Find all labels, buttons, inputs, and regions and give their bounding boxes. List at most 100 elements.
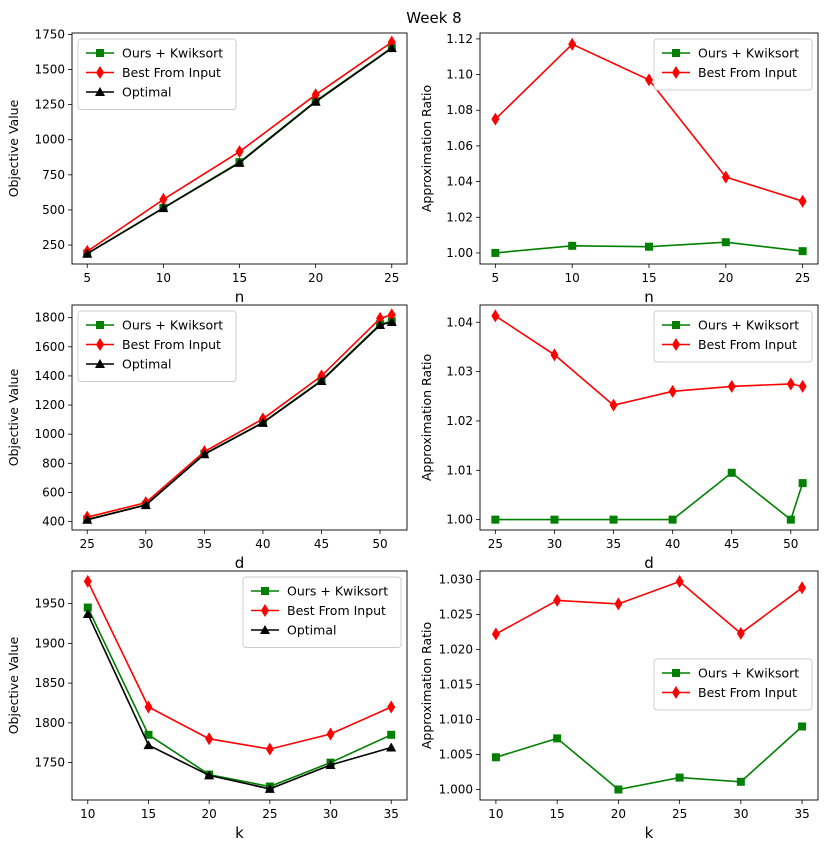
chart-k-ratio: 10 15 20 25 30 35 1.000 1.005 1.010 1.015 1.020 1.0…: [419, 570, 819, 842]
legend-label-ours: Ours + Kwiksort: [122, 318, 223, 333]
x-tick-label: 15: [550, 807, 565, 821]
x-tick-label: 25: [672, 807, 687, 821]
x-tick-label: 30: [733, 807, 748, 821]
y-tick-label: 1250: [34, 98, 65, 112]
x-tick-label: 35: [606, 537, 621, 551]
x-tick-label: 5: [492, 271, 500, 285]
x-tick-label: 40: [665, 537, 680, 551]
point-optimal: [386, 742, 397, 752]
axes-frame: [71, 304, 408, 531]
y-tick-label: 1.12: [446, 32, 473, 46]
point-ours: [614, 785, 623, 794]
x-axis-label: d: [235, 554, 245, 572]
y-tick-label: 1.01: [446, 463, 473, 477]
x-axis-label: n: [235, 288, 245, 306]
y-tick-label: 1.08: [446, 103, 473, 117]
axes-frame: [71, 570, 408, 801]
point-optimal: [199, 449, 210, 459]
point-optimal: [158, 203, 169, 213]
series-line-optimal: [87, 613, 392, 790]
legend-box: [242, 576, 402, 648]
point-ours: [609, 515, 618, 524]
point-ours: [668, 515, 677, 524]
chart-n-objective: 5 10 15 20 25 250 500 750 1000 1250 1500 1750 n Objec…: [6, 27, 408, 306]
y-tick-label: 1.04: [446, 175, 473, 189]
series-optimal: [82, 317, 397, 524]
point-optimal: [264, 783, 275, 793]
point-ours: [721, 238, 730, 247]
y-tick-label: 1900: [34, 636, 65, 650]
x-tick-label: 30: [138, 537, 153, 551]
point-best: [798, 581, 807, 595]
x-axis-label: k: [235, 824, 244, 842]
y-tick-label: 1.005: [439, 747, 473, 761]
legend-marker-ours: [261, 587, 269, 595]
x-tick-label: 30: [547, 537, 562, 551]
legend-marker-ours: [672, 669, 680, 677]
point-ours: [798, 479, 807, 488]
point-best: [553, 593, 562, 607]
x-axis-label: n: [644, 288, 654, 306]
chart-k-objective: 10 15 20 25 30 35 1750 1800 1850 1900 1950 k Objecti…: [6, 570, 408, 842]
x-tick-label: 5: [83, 271, 91, 285]
legend-label-ours: Ours + Kwiksort: [122, 46, 223, 61]
point-ours: [387, 730, 396, 739]
series-best: [491, 309, 807, 412]
y-tick-label: 1.020: [439, 642, 473, 656]
x-tick-label: 45: [724, 537, 739, 551]
series-best: [491, 575, 807, 641]
y-tick-label: 800: [42, 456, 65, 470]
point-optimal: [325, 760, 336, 770]
point-best: [376, 311, 385, 325]
x-tick-label: 15: [232, 271, 247, 285]
series-best: [83, 35, 396, 258]
x-tick-label: 20: [718, 271, 733, 285]
legend: Ours + Kwiksort Best From Input: [653, 658, 813, 711]
x-tick-label: 25: [795, 271, 810, 285]
y-tick-label: 1750: [34, 756, 65, 770]
point-ours: [798, 247, 807, 256]
y-tick-label: 1.030: [439, 572, 473, 586]
x-tick-label: 50: [372, 537, 387, 551]
legend-marker-ours: [96, 49, 104, 57]
y-axis-label: Objective Value: [6, 99, 21, 197]
point-ours: [675, 773, 684, 782]
y-tick-label: 1850: [34, 676, 65, 690]
x-tick-label: 15: [641, 271, 656, 285]
x-tick-label: 10: [565, 271, 580, 285]
point-best: [550, 348, 559, 362]
point-ours: [491, 515, 500, 524]
point-optimal: [234, 157, 245, 167]
y-tick-label: 1.02: [446, 210, 473, 224]
legend: Ours + Kwiksort Best From Input: [653, 310, 813, 363]
y-tick-label: 1400: [34, 369, 65, 383]
legend-marker-best: [672, 686, 680, 699]
point-best: [568, 37, 577, 51]
x-tick-label: 10: [156, 271, 171, 285]
point-ours: [786, 515, 795, 524]
point-optimal: [140, 500, 151, 510]
y-axis-label: Objective Value: [6, 636, 21, 734]
legend: Ours + Kwiksort Best From Input Optimal: [77, 38, 237, 110]
point-optimal: [386, 317, 397, 327]
chart-d-ratio: 25 30 35 40 45 50 1.00 1.01 1.02 1.03 1.04 d Approxi…: [419, 304, 819, 572]
point-best: [609, 398, 618, 412]
chart-d-objective: 25 30 35 40 45 50 400 600 800 1000 1200 1400 1600 180…: [6, 304, 408, 572]
point-best: [727, 379, 736, 393]
legend-label-ours: Ours + Kwiksort: [287, 584, 388, 599]
x-tick-label: 35: [197, 537, 212, 551]
point-best: [721, 170, 730, 184]
y-axis-label: Approximation Ratio: [419, 622, 434, 749]
point-optimal: [143, 740, 154, 750]
y-tick-label: 1.000: [439, 782, 473, 796]
point-best: [235, 145, 244, 159]
point-best: [668, 384, 677, 398]
series-optimal: [82, 43, 397, 258]
legend-marker-best: [96, 338, 104, 351]
point-optimal: [82, 608, 93, 618]
x-axis-label: d: [644, 554, 654, 572]
point-optimal: [82, 248, 93, 258]
legend-marker-ours: [672, 49, 680, 57]
x-tick-label: 35: [384, 807, 399, 821]
